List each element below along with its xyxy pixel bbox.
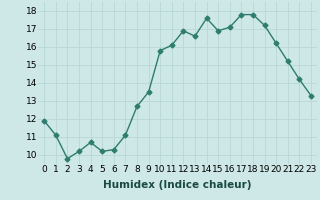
X-axis label: Humidex (Indice chaleur): Humidex (Indice chaleur) xyxy=(103,180,252,190)
